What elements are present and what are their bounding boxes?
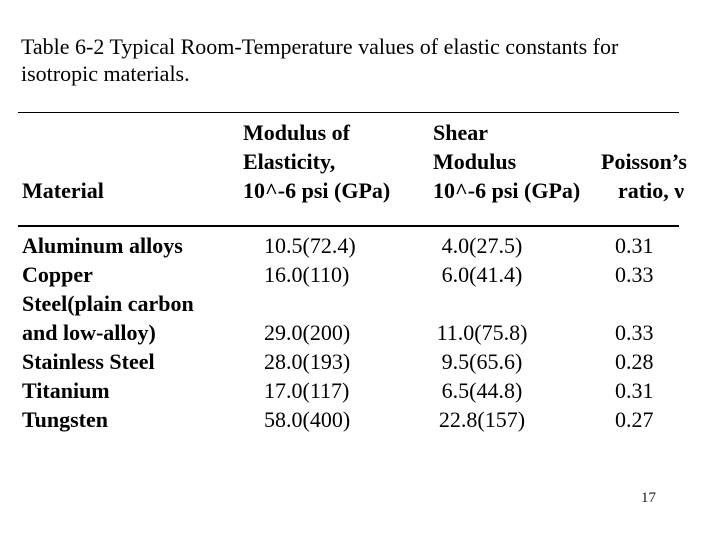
poissons-ratio-value: 0.33 (615, 320, 654, 345)
column-header-elastic-modulus: Modulus of Elasticity, 10^-6 psi (GPa) (243, 118, 390, 205)
elastic-modulus-value: 17.0(117) (264, 378, 350, 403)
slide-title-line-2: isotropic materials. (21, 61, 190, 86)
poissons-ratio-value: 0.27 (615, 407, 654, 432)
shear-modulus-value: 6.0(41.4) (441, 262, 523, 287)
slide-title: Table 6-2 Typical Room-Temperature value… (21, 33, 711, 87)
shear-modulus-value: 22.8(157) (438, 407, 526, 432)
table-row: Stainless Steel 28.0(193) 9.5(65.6) 0.28 (0, 347, 720, 376)
table-row: Steel(plain carbon (0, 289, 720, 318)
shear-modulus-header-line-1: Shear (433, 120, 488, 145)
elastic-modulus-value: 29.0(200) (264, 320, 351, 345)
slide-title-line-1: Table 6-2 Typical Room-Temperature value… (21, 34, 619, 59)
elastic-modulus-value: 58.0(400) (264, 407, 351, 432)
poissons-ratio-value: 0.28 (615, 349, 654, 374)
material-name: Stainless Steel (22, 349, 155, 374)
column-header-poisson-line-2: ratio, ν (618, 178, 685, 203)
poissons-ratio-value: 0.33 (615, 262, 654, 287)
poissons-ratio-value: 0.31 (615, 233, 654, 258)
shear-modulus-value: 11.0(75.8) (436, 320, 528, 345)
material-name: Copper (22, 262, 93, 287)
table-top-rule (18, 112, 679, 114)
table-row: Aluminum alloys 10.5(72.4) 4.0(27.5) 0.3… (0, 231, 720, 260)
material-name: Steel(plain carbon (22, 291, 194, 316)
elastic-modulus-header-line-2: Elasticity, (243, 149, 336, 174)
elastic-modulus-value: 10.5(72.4) (264, 233, 356, 258)
poissons-ratio-value: 0.31 (615, 378, 654, 403)
table-row: and low-alloy) 29.0(200) 11.0(75.8) 0.33 (0, 318, 720, 347)
shear-modulus-header-line-2: Modulus (433, 149, 517, 174)
elastic-modulus-value: 16.0(110) (264, 262, 350, 287)
shear-modulus-header-line-3: 10^-6 psi (GPa) (433, 178, 581, 203)
column-header-shear-modulus: Shear Modulus 10^-6 psi (GPa) (433, 118, 580, 205)
table-row: Tungsten 58.0(400) 22.8(157) 0.27 (0, 405, 720, 434)
column-header-material: Material (22, 178, 104, 203)
page-number: 17 (641, 490, 656, 506)
shear-modulus-value: 6.5(44.8) (441, 378, 523, 403)
shear-modulus-value: 9.5(65.6) (441, 349, 523, 374)
elastic-modulus-header-line-1: Modulus of (243, 120, 350, 145)
table-body: Aluminum alloys 10.5(72.4) 4.0(27.5) 0.3… (0, 231, 720, 434)
table-row: Copper 16.0(110) 6.0(41.4) 0.33 (0, 260, 720, 289)
table-row: Titanium 17.0(117) 6.5(44.8) 0.31 (0, 376, 720, 405)
elastic-modulus-header-line-3: 10^-6 psi (GPa) (243, 178, 391, 203)
material-name: Tungsten (22, 407, 109, 432)
column-header-poisson-line-1: Poisson’s (601, 149, 687, 174)
material-name: Titanium (22, 378, 110, 403)
shear-modulus-value: 4.0(27.5) (441, 233, 523, 258)
table-header-rule (18, 225, 679, 228)
material-name: Aluminum alloys (22, 233, 183, 258)
elastic-modulus-value: 28.0(193) (264, 349, 351, 374)
material-name: and low-alloy) (22, 320, 156, 345)
